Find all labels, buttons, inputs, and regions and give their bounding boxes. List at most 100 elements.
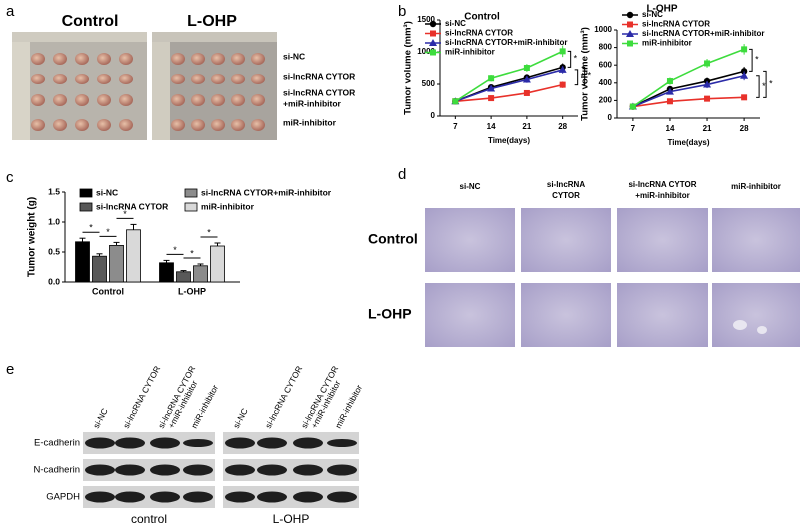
group-label: control xyxy=(131,512,167,526)
band xyxy=(150,437,180,449)
tissue-image xyxy=(712,283,800,347)
tumor xyxy=(97,94,111,106)
band xyxy=(115,437,145,449)
marker xyxy=(488,75,495,82)
y-tick-label: 400 xyxy=(599,78,613,87)
x-tick-label: 21 xyxy=(703,124,712,133)
significance-mark: * xyxy=(588,70,592,80)
tissue-image xyxy=(617,208,708,272)
legend-label: si-lncRNA CYTOR xyxy=(96,201,168,211)
y-tick-label: 0 xyxy=(608,113,613,122)
legend-label: miR-inhibitor xyxy=(201,201,255,211)
significance-bracket xyxy=(581,66,586,86)
panel-label: c xyxy=(6,169,14,186)
bar xyxy=(92,255,107,283)
lane-label: si-lncRNA CYTOR xyxy=(263,364,304,430)
tumor xyxy=(231,74,245,84)
marker xyxy=(488,95,495,102)
band xyxy=(115,491,145,503)
blot-strip xyxy=(83,459,215,481)
legend-swatch xyxy=(184,202,198,212)
tumor-photos xyxy=(31,53,265,131)
bar xyxy=(159,262,174,283)
band xyxy=(183,439,213,447)
row-label: si-lncRNA CYTOR xyxy=(283,71,355,81)
legend-swatch xyxy=(79,202,93,212)
band xyxy=(150,464,180,476)
y-tick-label: 1000 xyxy=(417,47,435,56)
y-tick-label: 800 xyxy=(599,43,613,52)
band xyxy=(85,491,115,503)
marker xyxy=(666,78,673,85)
x-tick-label: 14 xyxy=(487,122,496,131)
band xyxy=(225,437,255,449)
tumor xyxy=(97,53,111,65)
band xyxy=(257,437,287,449)
band xyxy=(327,464,357,476)
bar xyxy=(176,271,191,283)
band xyxy=(327,439,357,447)
tissue-space xyxy=(757,326,767,334)
marker xyxy=(665,87,674,95)
band xyxy=(257,464,287,476)
y-tick-label: 500 xyxy=(422,79,436,88)
band xyxy=(183,491,213,503)
column-label: si-lncRNA xyxy=(547,180,585,189)
tumor xyxy=(31,119,45,131)
series-line xyxy=(632,70,745,108)
band xyxy=(257,491,287,503)
significance-bracket xyxy=(749,48,753,72)
column-label: si-NC xyxy=(460,182,481,191)
y-tick-label: 600 xyxy=(599,60,613,69)
tumor xyxy=(251,74,265,84)
y-axis-label: Tumor volume (mm³) xyxy=(403,21,414,115)
marker xyxy=(629,103,636,110)
blot-strip xyxy=(83,432,215,454)
blot-strip xyxy=(83,486,215,508)
y-tick-label: 1.0 xyxy=(48,216,60,226)
marker xyxy=(559,81,566,88)
row-label: si-lncRNA CYTOR xyxy=(283,87,355,97)
marker xyxy=(703,80,712,88)
significance-mark: * xyxy=(581,72,585,82)
lane-label: si-lncRNA CYTOR xyxy=(121,364,162,430)
significance-mark: * xyxy=(173,245,177,255)
significance-mark: * xyxy=(574,54,578,64)
tumor xyxy=(191,74,205,84)
significance-bracket xyxy=(567,50,572,68)
y-tick-label: 1000 xyxy=(594,25,612,34)
significance-bracket xyxy=(763,70,767,98)
significance-mark: * xyxy=(123,209,127,219)
tumor xyxy=(75,74,89,84)
series-line xyxy=(632,96,745,108)
tumor xyxy=(53,53,67,65)
tumor xyxy=(119,119,133,131)
panel-label: d xyxy=(398,166,406,183)
legend-label: si-lncRNA CYTOR+miR-inhibitor xyxy=(201,187,332,197)
legend-label: si-lncRNA CYTOR+miR-inhibitor xyxy=(642,29,764,38)
tumor xyxy=(211,53,225,65)
tumor xyxy=(191,119,205,131)
band xyxy=(293,491,323,503)
significance-mark: * xyxy=(755,55,759,65)
column-title: Control xyxy=(62,13,119,30)
x-tick-label: 7 xyxy=(631,124,636,133)
bar xyxy=(126,229,141,283)
band xyxy=(183,464,213,476)
lane-label: si-NC xyxy=(91,407,110,430)
panel-label: b xyxy=(398,3,406,20)
tissue-image xyxy=(425,208,515,272)
marker xyxy=(523,65,530,71)
legend-marker xyxy=(430,30,436,37)
y-tick-label: 0.5 xyxy=(48,246,60,256)
y-axis-label: Tumor weight (g) xyxy=(27,197,38,277)
chart-title: Control xyxy=(464,12,500,23)
tumor xyxy=(231,94,245,106)
legend-label: si-NC xyxy=(445,19,466,28)
legend-label: si-lncRNA CYTOR+miR-inhibitor xyxy=(445,38,567,47)
lane-label: si-NC xyxy=(231,407,250,430)
series-line xyxy=(632,48,745,108)
tumor xyxy=(171,119,185,131)
y-tick-label: 1500 xyxy=(417,15,435,24)
